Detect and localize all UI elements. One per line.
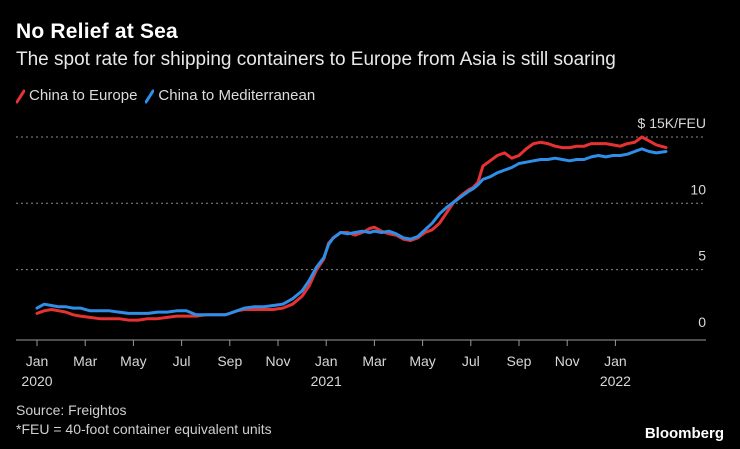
y-tick-label: 10: [690, 181, 706, 197]
x-tick-label: Jul: [173, 353, 191, 369]
legend-swatch-blue: [145, 88, 155, 104]
x-tick-label: Sep: [507, 353, 532, 369]
y-tick-label: $ 15K/FEU: [638, 115, 706, 131]
feu-footnote: *FEU = 40-foot container equivalent unit…: [16, 421, 272, 437]
legend-swatch-red: [16, 88, 25, 104]
chart-title: No Relief at Sea: [16, 20, 178, 43]
x-tick-label: Jul: [462, 353, 480, 369]
x-tick-label: Jan: [315, 353, 338, 369]
series-line-china-to-mediterranean: [35, 147, 668, 317]
chart-subtitle: The spot rate for shipping containers to…: [16, 49, 616, 70]
x-tick-label: Jan: [26, 353, 49, 369]
legend: China to Europe China to Mediterranean: [16, 87, 323, 104]
x-tick-label: Nov: [266, 353, 291, 369]
x-year-label: 2020: [21, 373, 52, 389]
x-tick-label: Mar: [73, 353, 97, 369]
x-tick-label: Nov: [555, 353, 580, 369]
source-note: Source: Freightos: [16, 402, 127, 418]
x-tick-label: May: [409, 353, 435, 369]
x-tick-label: Jan: [604, 353, 627, 369]
x-tick-label: Sep: [217, 353, 242, 369]
bloomberg-logo: Bloomberg: [644, 425, 724, 442]
series-line-china-to-europe: [35, 135, 668, 322]
legend-item-china-to-mediterranean: China to Mediterranean: [145, 87, 315, 104]
legend-label-china-to-europe: China to Europe: [29, 87, 138, 104]
x-tick-label: Mar: [362, 353, 386, 369]
y-tick-label: 0: [698, 314, 706, 330]
x-year-label: 2022: [600, 373, 631, 389]
y-tick-label: 5: [698, 248, 706, 264]
legend-label-china-to-mediterranean: China to Mediterranean: [158, 87, 316, 104]
x-tick-label: May: [120, 353, 146, 369]
x-year-label: 2021: [311, 373, 342, 389]
legend-item-china-to-europe: China to Europe: [16, 87, 137, 104]
